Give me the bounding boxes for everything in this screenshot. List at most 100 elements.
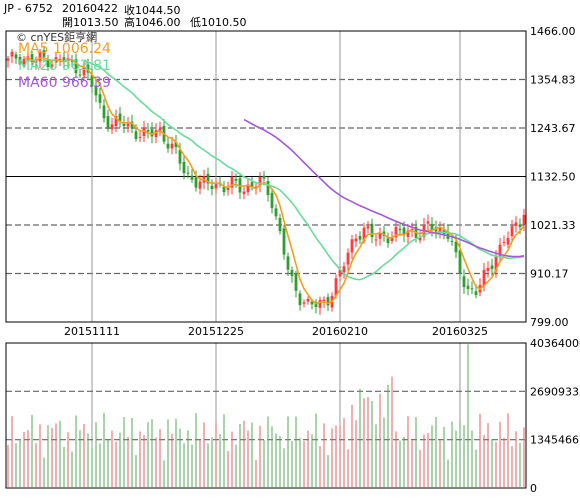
candle-body: [278, 218, 282, 232]
open-label: 開1013.50: [62, 16, 119, 29]
candle-body: [106, 116, 110, 130]
candle-body: [226, 187, 230, 191]
candle-body: [366, 226, 370, 229]
candle-body: [6, 58, 10, 61]
candle-body: [10, 51, 14, 57]
candle-body: [198, 181, 202, 189]
candle-body: [502, 242, 506, 244]
candle-body: [494, 256, 498, 272]
candle-body: [50, 64, 54, 67]
price-frame-rect: [5, 30, 527, 323]
candle-body: [262, 175, 266, 179]
candle-body: [306, 299, 310, 302]
candle-body: [194, 177, 198, 188]
candle-body: [370, 223, 374, 238]
candle-body: [114, 116, 118, 127]
candle-body: [150, 129, 154, 137]
candle-body: [122, 122, 126, 127]
candle-body: [102, 105, 106, 119]
candle-body: [206, 173, 210, 184]
candle-body: [222, 186, 226, 193]
ma60-line: [243, 118, 525, 258]
candle-body: [402, 227, 406, 236]
candle-body: [170, 143, 174, 149]
price-tick-label: 910.17: [530, 267, 569, 280]
price-tick-label: 1354.83: [530, 74, 576, 87]
candle-body: [134, 131, 138, 140]
candle-body: [82, 66, 86, 76]
close-label: 收1044.50: [124, 4, 181, 17]
candle-body: [74, 58, 78, 74]
ma60-legend: MA60 966.39: [18, 75, 111, 91]
candle-body: [182, 161, 186, 174]
candle-body: [130, 121, 134, 129]
candle-body: [62, 57, 66, 62]
candle-body: [270, 192, 274, 208]
date-axis-labels: 20151111 20151225 20160210 20160325: [64, 325, 488, 338]
candle-body: [458, 250, 462, 274]
candle-body: [214, 184, 218, 189]
candle-body: [418, 237, 422, 241]
candle-body: [90, 75, 94, 87]
candle-body: [438, 228, 442, 233]
candle-body: [22, 59, 26, 65]
candle-body: [98, 94, 102, 103]
candle-body: [374, 239, 378, 241]
volume-bars: [7, 344, 525, 488]
candle-body: [154, 130, 158, 138]
candle-body: [178, 149, 182, 164]
candle-body: [230, 176, 234, 188]
candle-body: [322, 299, 326, 302]
candle-body: [318, 299, 322, 308]
volume-axis-labels: 40364000 26909333 13454667 0: [530, 337, 580, 495]
ma20-legend: MA20 963.81: [18, 58, 111, 74]
volume-grid: [6, 390, 526, 441]
candle-body: [190, 175, 194, 180]
candle-body: [506, 237, 510, 245]
candle-body: [126, 123, 130, 127]
price-grid: [6, 31, 526, 488]
candle-body: [522, 214, 526, 225]
volume-frame: [5, 342, 527, 489]
price-tick-label: 799.00: [530, 316, 569, 329]
date-tick-label: 20160325: [432, 325, 488, 338]
high-label: 高1046.00: [124, 16, 181, 29]
candle-body: [110, 124, 114, 130]
candle-body: [286, 256, 290, 270]
date-label: 20160422: [62, 2, 118, 15]
candle-body: [310, 301, 314, 305]
candle-body: [486, 268, 490, 272]
candle-body: [430, 223, 434, 230]
date-tick-label: 20151111: [64, 325, 120, 338]
candle-body: [258, 176, 262, 186]
candle-body: [462, 276, 466, 288]
price-tick-label: 1466.00: [530, 25, 576, 38]
candle-body: [146, 130, 150, 132]
candle-body: [186, 172, 190, 174]
candle-body: [42, 50, 46, 57]
candle-body: [346, 252, 350, 265]
ma5-legend: MA5 1006.24: [18, 41, 111, 57]
candle-body: [290, 269, 294, 276]
price-tick-label: 1243.67: [530, 122, 576, 135]
candle-body: [326, 296, 330, 306]
candle-body: [338, 269, 342, 277]
candle-body: [70, 60, 74, 62]
candle-body: [398, 228, 402, 231]
candle-body: [354, 238, 358, 242]
candle-body: [470, 288, 474, 290]
candle-body: [454, 241, 458, 253]
volume-tick-label: 0: [530, 482, 537, 495]
candle-body: [334, 278, 338, 296]
copyright-label: © cnYES鉅亨網: [16, 31, 98, 44]
candle-body: [282, 228, 286, 255]
candle-body: [174, 141, 178, 148]
candle-body: [406, 230, 410, 237]
candle-body: [426, 221, 430, 224]
candle-body: [94, 85, 98, 96]
candle-body: [38, 52, 42, 62]
candle-body: [30, 53, 34, 62]
price-frame: [5, 30, 527, 323]
candle-body: [302, 302, 306, 304]
